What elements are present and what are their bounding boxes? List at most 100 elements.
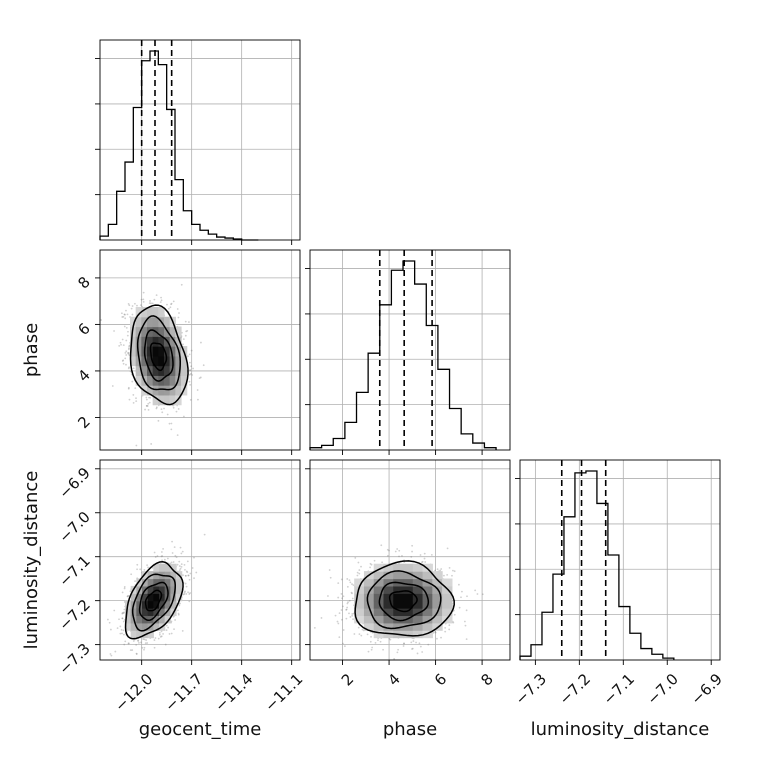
sample-point [366,633,369,636]
sample-point [340,578,343,581]
sample-point [183,593,186,595]
sample-point [446,573,449,576]
density-cell [363,600,375,609]
sample-point [166,557,169,560]
density-cell [135,375,142,386]
sample-point [137,639,139,642]
density-cell [432,600,443,609]
sample-point [135,397,137,400]
sample-point [122,620,125,623]
density-cell [169,346,176,357]
sample-point [187,355,189,358]
density-cell [363,608,375,617]
sample-point [369,562,372,565]
sample-point [351,613,354,615]
x-tick-label: 6 [431,670,450,689]
density-cell [175,326,182,337]
density-cell [141,365,148,376]
density-cell [403,578,414,587]
density-cell [164,375,171,386]
sample-point [398,549,401,552]
density-cell [130,593,137,602]
density-cell [170,563,177,572]
sample-point [187,591,189,594]
sample-point [442,663,444,665]
sample-point [123,633,125,636]
sample-point [153,551,156,554]
y-tick-label: −7.3 [55,640,93,678]
sample-point [170,302,173,305]
sample-point [145,396,148,399]
sample-point [158,631,161,634]
contour-line [129,304,189,406]
sample-point [122,359,125,362]
density-cell [130,608,137,617]
sample-point [370,648,373,651]
sample-point [346,602,349,605]
density-cell [125,608,132,617]
density-cell [169,326,176,337]
density-cell [136,578,143,587]
contour-line [124,560,184,640]
sample-point [188,373,191,376]
sample-point [185,330,188,333]
sample-point [137,640,140,642]
sample-point [346,606,349,609]
sample-point [360,565,362,568]
sample-point [463,620,466,623]
sample-point [134,387,137,390]
sample-point [196,389,199,391]
sample-point [178,560,181,563]
density-cell [403,571,414,580]
density-cell [141,326,148,337]
density-cell [373,578,385,587]
sample-point [185,574,187,577]
density-cell [159,585,166,594]
sample-point [113,609,116,612]
x-tick-label: −7.0 [644,670,682,708]
density-cell [176,578,183,587]
sample-point [158,633,161,636]
density-cell [354,608,365,617]
sample-point [402,645,405,647]
density-cell [412,622,424,631]
density-cell [147,355,154,367]
density-cell [403,600,414,609]
sample-point [351,592,353,595]
sample-point [393,657,396,660]
density-cell [442,593,453,602]
density-cell [412,600,424,609]
sample-point [379,640,382,643]
sample-point [124,313,126,316]
sample-point [348,599,351,602]
sample-point [147,408,150,411]
sample-point [120,343,122,346]
density-cell [175,355,182,367]
sample-point [125,350,128,353]
sample-point [327,595,329,597]
sample-point [178,312,180,314]
sample-point [131,380,134,383]
sample-point [434,630,437,633]
density-cell [152,306,159,318]
density-cell [135,336,142,347]
contour-line [354,560,455,637]
sample-point [193,577,195,580]
sample-point [126,595,129,598]
sample-point [159,635,162,638]
density-cell [153,571,160,580]
sample-point [411,648,413,650]
sample-point [127,386,130,389]
sample-point [182,593,185,596]
sample-point [153,639,156,641]
sample-point [171,552,174,554]
sample-point [122,362,125,365]
sample-point [451,574,453,577]
sample-point [151,302,154,305]
density-cell [136,622,143,631]
sample-point [170,422,173,425]
sample-point [337,582,340,585]
sample-point [189,361,191,364]
sample-point [350,591,353,594]
sample-point [424,561,427,563]
